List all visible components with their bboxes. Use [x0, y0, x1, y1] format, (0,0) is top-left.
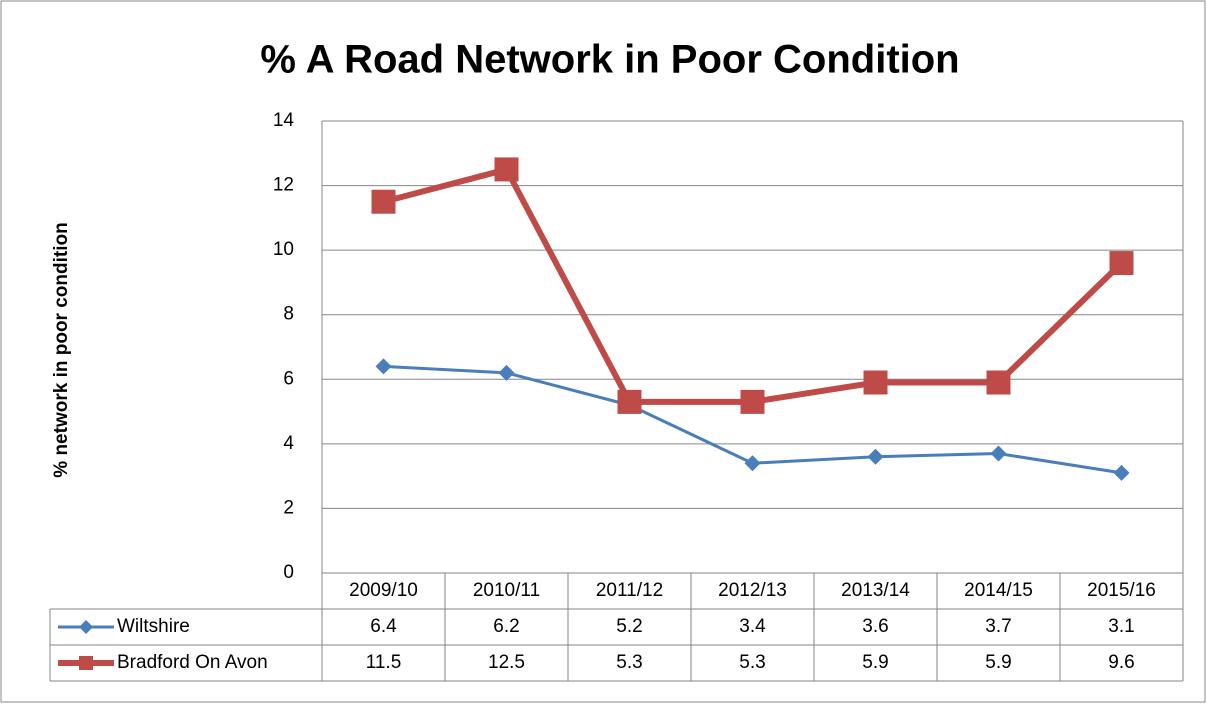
y-tick-label: 8	[283, 304, 294, 325]
chart-title: % A Road Network in Poor Condition	[260, 38, 959, 82]
y-tick-label: 10	[273, 239, 294, 260]
x-tick-label: 2009/10	[349, 580, 418, 601]
data-point	[617, 389, 642, 414]
table-value: 5.3	[616, 652, 642, 673]
legend-marker	[79, 656, 93, 670]
data-point	[494, 157, 519, 182]
data-point	[744, 455, 761, 472]
y-tick-label: 14	[273, 110, 295, 131]
data-point	[498, 364, 515, 381]
y-tick-label: 4	[283, 433, 294, 454]
y-axis-label: % network in poor condition	[51, 222, 72, 477]
table-value: 5.9	[985, 652, 1011, 673]
data-point	[867, 448, 884, 465]
x-tick-label: 2014/15	[964, 580, 1033, 601]
x-tick-label: 2010/11	[473, 580, 540, 601]
y-tick-label: 2	[283, 497, 294, 518]
table-value: 6.2	[493, 616, 519, 637]
table-value: 3.6	[862, 616, 888, 637]
data-point	[1113, 464, 1130, 481]
table-value: 9.6	[1108, 652, 1134, 673]
data-point	[990, 445, 1007, 462]
x-tick-label: 2011/12	[596, 580, 663, 601]
y-tick-label: 0	[283, 562, 294, 583]
x-tick-label: 2012/13	[718, 580, 787, 601]
table-value: 3.4	[739, 616, 766, 637]
table-value: 12.5	[488, 652, 525, 673]
legend-label: Bradford On Avon	[117, 652, 268, 673]
y-tick-label: 6	[283, 368, 294, 389]
table-value: 6.4	[370, 616, 397, 637]
table-value: 11.5	[366, 652, 402, 673]
data-point	[375, 358, 392, 375]
table-value: 5.2	[616, 616, 642, 637]
data-point	[986, 370, 1011, 395]
x-tick-label: 2013/14	[841, 580, 910, 601]
x-tick-label: 2015/16	[1087, 580, 1156, 601]
data-point	[863, 370, 888, 395]
table-value: 5.9	[862, 652, 888, 673]
legend-label: Wiltshire	[117, 616, 190, 637]
table-value: 3.7	[985, 616, 1011, 637]
y-tick-label: 12	[273, 175, 294, 196]
data-point	[1109, 251, 1134, 276]
data-point	[371, 189, 396, 214]
table-value: 3.1	[1108, 616, 1134, 637]
data-point	[740, 389, 765, 414]
table-value: 5.3	[739, 652, 765, 673]
legend-marker	[79, 620, 93, 634]
